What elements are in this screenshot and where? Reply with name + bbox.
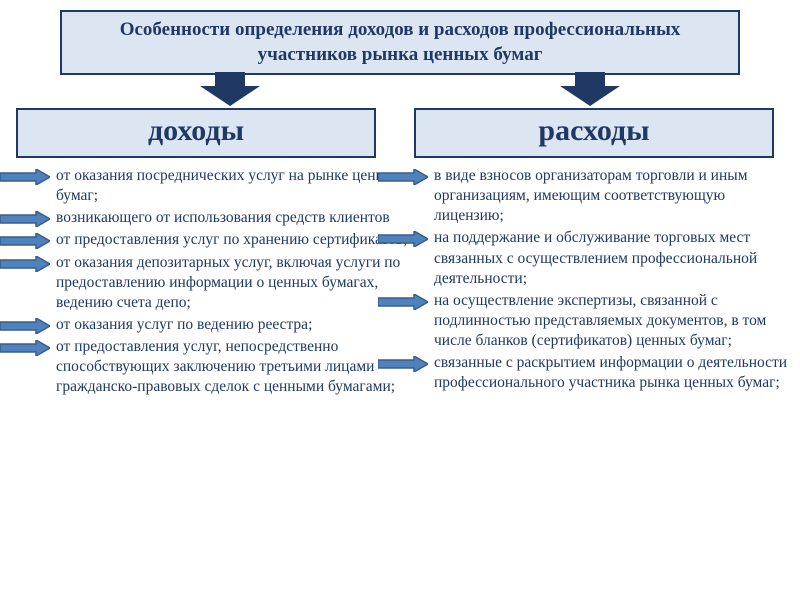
expenses-item: на осуществление экспертизы, связанной с…: [414, 291, 794, 351]
down-arrow-right: [560, 72, 620, 106]
bullet-arrow-icon: [0, 256, 50, 272]
income-item: от оказания услуг по ведению реестра;: [36, 315, 416, 335]
income-item-text: от оказания депозитарных услуг, включая …: [56, 254, 400, 311]
col-items-expenses: в виде взносов организаторам торговли и …: [414, 166, 794, 396]
expenses-item-text: связанные с раскрытием информации о деят…: [434, 354, 787, 391]
down-arrow-left: [200, 72, 260, 106]
income-item: от предоставления услуг, непосредственно…: [36, 337, 416, 397]
col-header-income-text: доходы: [148, 114, 244, 147]
income-item-text: от оказания посреднических услуг на рынк…: [56, 167, 402, 204]
income-item-text: от оказания услуг по ведению реестра;: [56, 316, 312, 333]
income-item-text: от предоставления услуг по хранению серт…: [56, 231, 407, 248]
expenses-item-text: на поддержание и обслуживание торговых м…: [434, 229, 757, 286]
bullet-arrow-icon: [378, 294, 428, 310]
income-item-text: возникающего от использования средств кл…: [56, 209, 390, 226]
bullet-arrow-icon: [0, 233, 50, 249]
col-header-expenses-text: расходы: [538, 114, 649, 147]
bullet-arrow-icon: [0, 318, 50, 334]
income-item-text: от предоставления услуг, непосредственно…: [56, 338, 395, 395]
bullet-arrow-icon: [378, 356, 428, 372]
bullet-arrow-icon: [378, 169, 428, 185]
expenses-item-text: в виде взносов организаторам торговли и …: [434, 167, 748, 224]
income-item: возникающего от использования средств кл…: [36, 208, 416, 228]
title-text: Особенности определения доходов и расход…: [120, 19, 681, 65]
bullet-arrow-icon: [0, 169, 50, 185]
col-items-income: от оказания посреднических услуг на рынк…: [36, 166, 416, 400]
bullet-arrow-icon: [0, 211, 50, 227]
income-item: от оказания депозитарных услуг, включая …: [36, 253, 416, 313]
income-item: от оказания посреднических услуг на рынк…: [36, 166, 416, 206]
expenses-item: на поддержание и обслуживание торговых м…: [414, 228, 794, 288]
expenses-item: связанные с раскрытием информации о деят…: [414, 353, 794, 393]
expenses-item: в виде взносов организаторам торговли и …: [414, 166, 794, 226]
expenses-item-text: на осуществление экспертизы, связанной с…: [434, 292, 766, 349]
col-header-expenses: расходы: [414, 108, 774, 158]
bullet-arrow-icon: [378, 231, 428, 247]
bullet-arrow-icon: [0, 340, 50, 356]
title-box: Особенности определения доходов и расход…: [60, 10, 740, 75]
col-header-income: доходы: [16, 108, 376, 158]
income-item: от предоставления услуг по хранению серт…: [36, 230, 416, 250]
